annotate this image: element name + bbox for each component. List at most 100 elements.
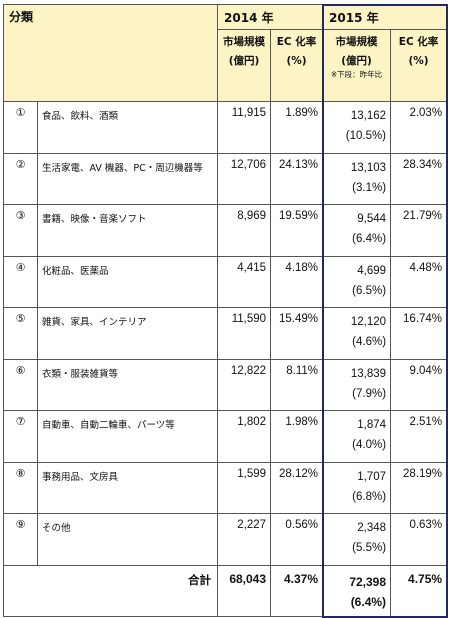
- ec-rate-unit: (%): [408, 55, 429, 67]
- total-ec-rate-2015: 4.75%: [390, 564, 448, 617]
- ec-rate-2015: 16.74%: [390, 307, 448, 360]
- ec-rate-2014: 24.13%: [270, 152, 324, 205]
- market-size-2015-cell: 13,162 (10.5%): [322, 101, 392, 154]
- year-2014-header: 2014 年: [217, 4, 324, 30]
- total-ec-rate-2014: 4.37%: [270, 564, 324, 617]
- yoy-change: (6.8%): [352, 490, 387, 503]
- row-number: ④: [3, 255, 38, 308]
- total-label: 合計: [2, 564, 219, 617]
- row-label: その他: [36, 513, 219, 566]
- row-number: ⑦: [3, 410, 38, 463]
- market-size-2014-header: 市場規模 (億円): [217, 29, 272, 102]
- market-size-2015: 13,839: [350, 367, 387, 380]
- market-size-2014: 8,969: [217, 204, 272, 257]
- market-size-2014: 12,822: [217, 358, 272, 411]
- table-row: ④ 化粧品、医薬品 4,415 4.18% 4,699 (6.5%) 4.48%: [3, 255, 448, 308]
- market-size-2015: 9,544: [357, 213, 387, 225]
- ec-rate-2014: 15.49%: [270, 307, 324, 360]
- row-label: 生活家電、AV 機器、PC・周辺機器等: [36, 152, 219, 205]
- yoy-change: (5.5%): [352, 542, 387, 554]
- row-number: ③: [3, 204, 38, 257]
- header-row-columns: 市場規模 (億円) EC 化率 (%) 市場規模 (億円) ※下段：昨年比 EC…: [3, 29, 448, 102]
- ec-rate-2015: 28.19%: [390, 461, 448, 514]
- market-size-2015: 13,162: [350, 110, 387, 122]
- table-row: ⑨ その他 2,227 0.56% 2,348 (5.5%) 0.63%: [3, 513, 448, 566]
- ec-rate-2014: 1.98%: [270, 410, 324, 463]
- market-size-2015-cell: 12,120 (4.6%): [322, 307, 392, 360]
- total-market-size-2014: 68,043: [217, 564, 272, 617]
- market-size-2015-cell: 9,544 (6.4%): [322, 204, 392, 257]
- ec-rate-2014: 1.89%: [270, 101, 324, 154]
- market-size-label: 市場規模: [335, 36, 378, 48]
- table-row: ⑤ 雑貨、家具、インテリア 11,590 15.49% 12,120 (4.6%)…: [3, 307, 448, 360]
- yoy-change: (10.5%): [345, 130, 387, 142]
- ec-rate-2015: 2.51%: [390, 410, 448, 463]
- market-size-unit: (億円): [341, 55, 372, 67]
- total-row: 合計 68,043 4.37% 72,398 (6.4%) 4.75%: [2, 564, 448, 617]
- market-size-label: 市場規模: [223, 36, 266, 48]
- market-size-2015: 2,348: [357, 522, 387, 534]
- total-market-size-2015-cell: 72,398 (6.4%): [322, 564, 392, 617]
- yoy-change: (4.0%): [352, 439, 387, 451]
- ec-rate-2014: 8.11%: [270, 358, 324, 411]
- total-market-size-2015: 72,398: [349, 574, 387, 589]
- market-size-2015-cell: 2,348 (5.5%): [322, 513, 392, 566]
- market-size-2014: 12,706: [217, 152, 272, 205]
- ec-rate-2015: 9.04%: [390, 358, 448, 411]
- table-row: ① 食品、飲料、酒類 11,915 1.89% 13,162 (10.5%) 2.…: [3, 101, 448, 154]
- row-label: 化粧品、医薬品: [36, 255, 219, 308]
- table-row: ② 生活家電、AV 機器、PC・周辺機器等 12,706 24.13% 13,1…: [3, 152, 448, 205]
- row-number: ⑤: [3, 307, 38, 360]
- row-label: 事務用品、文房具: [36, 461, 219, 514]
- market-size-2015: 12,120: [350, 316, 387, 328]
- market-size-2015-cell: 1,707 (6.8%): [322, 461, 392, 514]
- yoy-change: (3.1%): [352, 181, 387, 194]
- row-label: 衣類・服装雑貨等: [36, 358, 219, 411]
- ec-rate-2015: 21.79%: [390, 204, 448, 257]
- ec-rate-2014: 4.18%: [270, 255, 324, 308]
- yoy-note: ※下段：昨年比: [330, 70, 383, 79]
- row-number: ⑧: [3, 461, 38, 514]
- row-label: 自動車、自動二輪車、パーツ等: [36, 410, 219, 463]
- yoy-change: (7.9%): [352, 387, 387, 400]
- market-size-2014: 4,415: [217, 255, 272, 308]
- row-label: 雑貨、家具、インテリア: [36, 307, 219, 360]
- row-number: ⑥: [3, 358, 38, 411]
- category-header: 分類: [2, 4, 219, 102]
- row-number: ⑨: [3, 513, 38, 566]
- total-yoy-change: (6.4%): [350, 594, 387, 609]
- row-label: 食品、飲料、酒類: [36, 101, 219, 154]
- ec-rate-2015: 28.34%: [390, 152, 448, 205]
- ec-rate-label: EC 化率: [276, 36, 317, 48]
- market-size-2015: 13,103: [350, 161, 387, 174]
- ec-rate-2014-header: EC 化率 (%): [270, 29, 324, 102]
- market-size-2015-cell: 4,699 (6.5%): [322, 255, 392, 308]
- market-size-2015: 1,707: [357, 470, 387, 483]
- table-row: ⑦ 自動車、自動二輪車、パーツ等 1,802 1.98% 1,874 (4.0%)…: [3, 410, 448, 463]
- ec-market-table: 分類 2014 年 2015 年 市場規模 (億円) EC 化率 (%) 市場規…: [2, 4, 448, 617]
- market-size-2015: 1,874: [357, 419, 387, 431]
- yoy-change: (4.6%): [352, 336, 387, 348]
- market-size-2015-cell: 13,839 (7.9%): [322, 358, 392, 411]
- table-row: ③ 書籍、映像・音楽ソフト 8,969 19.59% 9,544 (6.4%) 2…: [3, 204, 448, 257]
- ec-rate-2015-header: EC 化率 (%): [390, 29, 448, 102]
- row-label: 書籍、映像・音楽ソフト: [36, 204, 219, 257]
- year-2015-header: 2015 年: [322, 4, 448, 30]
- ec-rate-2015: 2.03%: [390, 101, 448, 154]
- yoy-change: (6.5%): [352, 284, 387, 297]
- ec-rate-2014: 0.56%: [270, 513, 324, 566]
- market-size-2014: 1,802: [217, 410, 272, 463]
- row-number: ①: [3, 101, 38, 154]
- header-row-years: 分類 2014 年 2015 年: [2, 4, 448, 102]
- ec-rate-unit: (%): [286, 55, 307, 67]
- market-size-2014: 11,915: [217, 101, 272, 154]
- ec-rate-label: EC 化率: [398, 36, 439, 48]
- market-size-2014: 1,599: [217, 461, 272, 514]
- row-number: ②: [3, 152, 38, 205]
- ec-rate-2015: 4.48%: [390, 255, 448, 308]
- market-size-2014: 11,590: [217, 307, 272, 360]
- market-size-2015-cell: 13,103 (3.1%): [322, 152, 392, 205]
- market-size-unit: (億円): [228, 55, 260, 67]
- market-size-2014: 2,227: [217, 513, 272, 566]
- table-row: ⑧ 事務用品、文房具 1,599 28.12% 1,707 (6.8%) 28.1…: [3, 461, 448, 514]
